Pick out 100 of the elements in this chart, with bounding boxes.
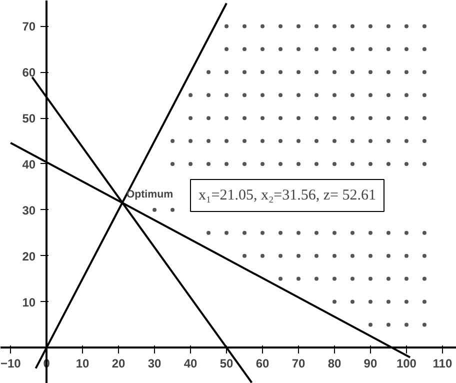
point [386,24,390,28]
point [296,276,300,281]
x-tick-label: 100 [396,356,417,371]
point [260,254,265,258]
x-tick-label: −10 [0,356,22,371]
point [404,230,408,235]
point [278,70,283,74]
point [296,162,300,166]
point [332,276,336,281]
point [224,139,229,144]
point [386,300,390,304]
point [314,276,318,281]
annotation: x₁=21.05, x₂=31.56, z= 52.61 [198,188,376,204]
point [224,162,229,166]
point [386,93,390,98]
point [314,254,318,258]
point [224,116,229,120]
point [242,162,247,166]
point [422,47,426,52]
point [188,93,193,98]
point [260,116,265,120]
point [260,162,265,166]
point [188,162,193,166]
point [350,93,354,98]
point [314,116,318,120]
point [422,254,426,258]
point [278,116,283,120]
point [404,70,408,74]
point [386,47,390,52]
point [188,139,193,144]
point [368,93,372,98]
point [260,139,265,144]
y-tick-label: 30 [22,203,36,218]
point [296,24,300,28]
point [260,230,265,235]
point [368,162,372,166]
point [422,230,426,235]
point [350,116,354,120]
point [242,139,247,144]
point [422,139,426,144]
point [278,276,283,281]
point [314,93,318,98]
point [296,139,300,144]
point [350,139,354,144]
point [242,93,247,98]
y-tick-label: 20 [22,249,36,264]
x-tick-label: 50 [220,356,234,371]
point [332,230,336,235]
point [170,139,175,144]
point [350,230,354,235]
point [314,139,318,144]
point [350,24,354,28]
point [350,300,354,304]
point [260,70,265,74]
point [422,300,426,304]
point [350,276,354,281]
point [224,47,229,52]
point [422,276,426,281]
point [206,139,211,144]
point [332,24,336,28]
point [296,47,300,52]
point [188,116,193,120]
point [422,322,426,327]
x-tick-label: 10 [76,356,90,371]
point [242,116,247,120]
point [206,230,211,235]
point [422,93,426,98]
x-tick-label: 70 [292,356,306,371]
point [404,139,408,144]
point [332,162,336,166]
point [368,300,372,304]
point [242,230,247,235]
x-tick-label: 40 [184,356,198,371]
point [368,276,372,281]
point [296,70,300,74]
point [386,116,390,120]
point [296,230,300,235]
point [386,162,390,166]
point [278,254,283,258]
point [386,254,390,258]
point [314,24,318,28]
point [332,93,336,98]
point [296,254,300,258]
point [296,116,300,120]
point [332,254,336,258]
point [404,300,408,304]
point [314,70,318,74]
point [206,70,211,74]
point [386,70,390,74]
point [278,230,283,235]
point [152,208,157,212]
point [314,230,318,235]
point [332,139,336,144]
point [332,70,336,74]
y-tick-label: 70 [22,20,36,34]
point [224,93,229,98]
point [206,93,211,98]
point [386,139,390,144]
point [386,276,390,281]
point [260,47,265,52]
